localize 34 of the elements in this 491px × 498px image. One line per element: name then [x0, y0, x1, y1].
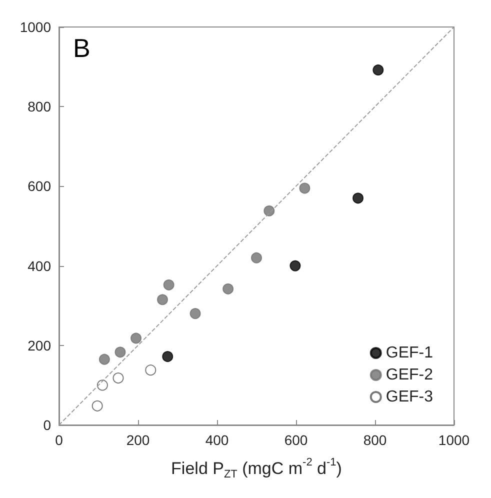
point: [96, 380, 108, 391]
point: [163, 279, 174, 290]
y-tick-label: 1000: [20, 19, 52, 35]
point: [290, 260, 301, 272]
legend-label: GEF-3: [386, 388, 434, 406]
point: [264, 205, 275, 216]
point: [222, 283, 234, 294]
x-tick-label: 1000: [438, 432, 470, 448]
point: [130, 332, 142, 344]
x-tick-label: 0: [55, 432, 64, 448]
y-tick-label: 0: [43, 417, 52, 433]
chart-title: B: [73, 33, 90, 63]
y-tick-label: 200: [28, 337, 52, 354]
point: [352, 192, 364, 204]
x-tick-label: 600: [284, 432, 308, 448]
point: [251, 252, 262, 264]
point: [114, 346, 126, 358]
y-tick-label: 400: [28, 258, 52, 274]
y-tick-label: 600: [28, 178, 52, 194]
x-tick-label: 200: [126, 432, 150, 448]
point: [162, 351, 174, 362]
legend-label: GEF-1: [386, 344, 434, 362]
point: [190, 308, 201, 320]
point: [145, 364, 156, 376]
x-tick-label: 800: [363, 432, 387, 448]
legend-label: GEF-2: [386, 366, 434, 384]
point: [92, 400, 103, 412]
point: [372, 64, 384, 76]
point: [299, 182, 310, 194]
x-tick-label: 400: [205, 432, 229, 448]
point: [112, 372, 124, 384]
point: [98, 354, 110, 365]
point: [157, 294, 168, 306]
y-tick-label: 800: [28, 98, 52, 115]
